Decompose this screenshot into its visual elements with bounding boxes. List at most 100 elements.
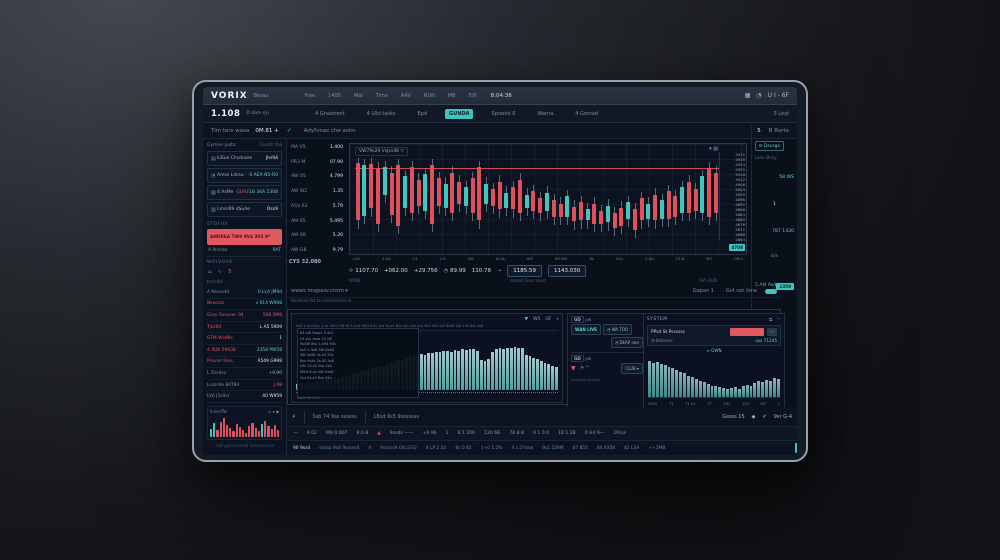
stat-chip: +062.00: [384, 268, 408, 274]
stat-box[interactable]: 1143.030: [548, 265, 587, 277]
toggle-pill[interactable]: [765, 288, 777, 294]
candle: [416, 156, 421, 248]
stat-icon: ⟳: [349, 268, 354, 274]
wa-too-button[interactable]: ◔ WA TOO: [602, 324, 633, 335]
club-dropdown[interactable]: CLUB ▾: [621, 363, 643, 374]
edit-icon[interactable]: ✐: [762, 413, 767, 420]
metrics-footer: CYS 32.080: [289, 259, 321, 265]
home-icon[interactable]: ⌂: [208, 269, 212, 275]
bolt-icon[interactable]: ⚡: [292, 413, 296, 420]
candlestick-chart-panel[interactable]: VW79s29 VsJss48 ▽ ▾ ▧ 4932 4928 4924 4920 49…: [349, 143, 747, 255]
chart-symbol-tag[interactable]: VW79s29 VsJss48 ▽: [355, 147, 408, 156]
midbar-item2[interactable]: Gvt ssn tsna: [725, 288, 757, 294]
watchlist-item[interactable]: ▥ Lmss99 dSuAe Oss9: [207, 202, 282, 217]
position-row[interactable]: Lssss9e 8AT9A J.98: [207, 380, 282, 392]
deap-button[interactable]: ◔ DEAP non: [610, 337, 643, 348]
diverge-chip[interactable]: ⟳ Dsvsge: [755, 141, 785, 151]
top-menu-item[interactable]: 1400: [328, 92, 341, 99]
flow-opt2[interactable]: GF: [545, 316, 552, 322]
top-menu-item[interactable]: Time: [375, 92, 388, 99]
diamond-icon[interactable]: ◆: [751, 413, 756, 420]
table-cell: ++2M8: [648, 445, 666, 451]
notifications-icon[interactable]: ◔: [756, 92, 762, 99]
position-row[interactable]: Nsvssss s 914 W998: [207, 299, 282, 311]
funnel-icon-red[interactable]: ▼: [571, 365, 576, 372]
price-tick: 4912: [735, 177, 745, 182]
chart-toolbar-icons[interactable]: ▾ ▧: [709, 146, 718, 152]
decay-bar: [745, 384, 749, 397]
mini-bar: [241, 430, 245, 437]
top-menu-item[interactable]: MB: [447, 92, 456, 99]
stat-chip: ⟳ 1107.70: [349, 268, 378, 274]
top-menu-item[interactable]: 5/6: [468, 92, 477, 99]
position-row[interactable]: Gsss Gssvsw- 04 508 5M8: [207, 310, 282, 322]
alert-row[interactable]: A Prilsdo RAT: [207, 245, 282, 257]
watchlist-item[interactable]: ▤ kiSue Chsduses Jhs94: [207, 151, 282, 166]
candle: [653, 156, 658, 248]
volume-bar: [476, 350, 479, 390]
secondary-action-button[interactable]: −: [767, 328, 777, 336]
time-tick: 9s: [589, 256, 594, 261]
ribbon-tab[interactable]: Spranid 0: [491, 110, 516, 117]
candle: [673, 156, 678, 248]
price-tick: 4928: [735, 157, 745, 162]
alert-banner[interactable]: ANDREA TW9 9V4 303 9*: [207, 229, 282, 245]
top-menu-item[interactable]: AAV: [400, 92, 411, 99]
position-row[interactable]: LV6 J5s9sr 40 W959: [207, 391, 282, 403]
ribbon-tab[interactable]: 4 Gomad: [575, 110, 599, 117]
metric-row: AW G8 9.79: [291, 248, 343, 253]
table-data-row[interactable]: 90 9ssd ssbsb 9s4 9sssss4 A 9sssss9 G4 LV32…: [287, 441, 797, 455]
position-row[interactable]: Pssvse 9sss A549 G998: [207, 357, 282, 369]
position-row[interactable]: GTM Wsd9s 1: [207, 333, 282, 345]
candle-body: [544, 192, 549, 212]
minimize-icon[interactable]: −: [776, 317, 781, 322]
position-row[interactable]: Tjss9d L A5 5909: [207, 322, 282, 334]
bottom-tab2[interactable]: L8sd 9s5 9sssssss: [373, 413, 419, 420]
ribbon-tab[interactable]: 4 Gnastrent: [314, 110, 345, 117]
alert-action-button[interactable]: [730, 328, 764, 336]
table-cell: 9sssss9 G4 LV32: [380, 445, 417, 451]
table-header-cell: +0 96: [422, 431, 437, 436]
filter-icon[interactable]: ▼: [524, 316, 529, 322]
position-row[interactable]: A Nossetd 0 LLA jM9d: [207, 287, 282, 299]
candle-body: [443, 183, 448, 208]
price-tick: 4868: [735, 232, 745, 237]
system-mid-label: ≈ GWN: [706, 348, 722, 353]
decay-bar: [726, 388, 730, 397]
position-row[interactable]: L Zsv4ss +9.90: [207, 368, 282, 380]
search-icon[interactable]: ⌕: [556, 317, 559, 322]
wan-live-button[interactable]: WAN LIVE: [571, 324, 601, 335]
watchlist-item[interactable]: ◔ Amss Ldcsu 0 AEA N5-R0: [207, 168, 282, 183]
time-tick: AL4s: [495, 256, 505, 261]
watchlist-item[interactable]: ▧ 4 AsMe GU92 18 34A 5308: [207, 185, 282, 200]
candle-body: [680, 187, 685, 214]
position-row[interactable]: 4 4LW 59938 2358 PW58: [207, 345, 282, 357]
table-cell: 87 855: [572, 445, 588, 451]
top-menu-item[interactable]: Free: [304, 92, 316, 99]
top-menu-item[interactable]: Mai: [353, 92, 363, 99]
scrollbar-thumb[interactable]: [795, 443, 797, 453]
ribbon-tab[interactable]: Epd: [417, 110, 428, 117]
top-menu-item[interactable]: RUN: [423, 92, 435, 99]
bottom-tab1[interactable]: Ssb 74 9ss ssssss: [312, 413, 357, 420]
midbar-item1[interactable]: Gapan 1: [692, 288, 714, 294]
rail-badge[interactable]: 1359: [776, 283, 794, 290]
grid-icon[interactable]: ▦: [744, 92, 751, 99]
position-label: Nsvssss: [207, 301, 225, 307]
candle-body: [389, 172, 394, 215]
source-select[interactable]: wwws msgsssv.cnvm ▾: [291, 288, 348, 294]
candle-body: [497, 181, 502, 210]
ops-small-icons[interactable]: ◔ ™: [579, 366, 590, 371]
candle: [599, 156, 604, 248]
ribbon-tab[interactable]: GUNDA: [445, 108, 474, 119]
stat-box[interactable]: 1185.59: [507, 265, 542, 277]
ribbon-tab[interactable]: Warna: [537, 110, 554, 117]
rail-tag[interactable]: Asd: [767, 283, 777, 288]
flow-opt1[interactable]: W5: [533, 316, 541, 322]
copy-icon[interactable]: ⧉: [769, 318, 773, 323]
flow-panel[interactable]: ▼ W5 GF ⌕ 9s4 1.0s4 8ss 2.4s 4W 0.98 s9 …: [291, 313, 563, 403]
ribbon-tab[interactable]: 4 LRd tasks: [366, 110, 396, 117]
mini-chart-icons[interactable]: ≡ ▾ ◆: [268, 408, 279, 414]
positions-list: A Nossetd 0 LLA jM9d Nsvssss s 914 W998 Gsss…: [207, 287, 282, 403]
system-row2-label[interactable]: ◔ Bstssssi: [651, 338, 673, 343]
